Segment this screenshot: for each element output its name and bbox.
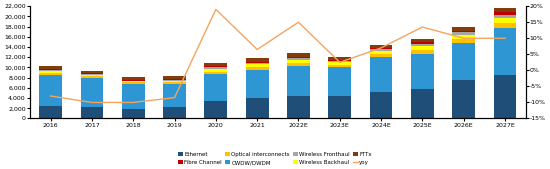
- Bar: [122, 80, 145, 81]
- Bar: [370, 54, 393, 57]
- Bar: [163, 82, 186, 84]
- Bar: [494, 15, 516, 18]
- Bar: [80, 78, 103, 107]
- Bar: [163, 76, 186, 79]
- Bar: [246, 62, 268, 63]
- Bar: [328, 67, 351, 95]
- Bar: [163, 79, 186, 80]
- Bar: [494, 12, 516, 15]
- Bar: [246, 98, 268, 118]
- Bar: [122, 77, 145, 80]
- Bar: [452, 34, 475, 39]
- Bar: [411, 46, 434, 50]
- Bar: [80, 75, 103, 76]
- Bar: [39, 106, 62, 118]
- Bar: [494, 18, 516, 23]
- Bar: [411, 42, 434, 44]
- Bar: [370, 57, 393, 92]
- Bar: [163, 107, 186, 118]
- Bar: [287, 66, 310, 95]
- Bar: [39, 73, 62, 75]
- Bar: [370, 49, 393, 51]
- Bar: [287, 95, 310, 118]
- Bar: [328, 95, 351, 118]
- Bar: [246, 58, 268, 62]
- Bar: [80, 73, 103, 74]
- Bar: [122, 109, 145, 118]
- Bar: [411, 39, 434, 42]
- Bar: [287, 58, 310, 59]
- Bar: [370, 92, 393, 118]
- Bar: [80, 70, 103, 73]
- Bar: [452, 32, 475, 34]
- Bar: [205, 67, 227, 69]
- Bar: [452, 80, 475, 118]
- Bar: [328, 57, 351, 60]
- Bar: [494, 23, 516, 28]
- Bar: [205, 101, 227, 118]
- Bar: [411, 89, 434, 118]
- Bar: [205, 69, 227, 71]
- Bar: [452, 27, 475, 31]
- Bar: [452, 39, 475, 43]
- Bar: [246, 70, 268, 98]
- Bar: [122, 82, 145, 84]
- Bar: [370, 48, 393, 49]
- Bar: [494, 28, 516, 75]
- Bar: [122, 81, 145, 82]
- Bar: [246, 63, 268, 64]
- Bar: [328, 61, 351, 62]
- Bar: [80, 74, 103, 75]
- Bar: [122, 84, 145, 109]
- Bar: [163, 84, 186, 107]
- Bar: [205, 71, 227, 74]
- Bar: [494, 75, 516, 118]
- Bar: [246, 64, 268, 67]
- Bar: [411, 50, 434, 54]
- Bar: [328, 65, 351, 67]
- Bar: [370, 45, 393, 48]
- Bar: [287, 57, 310, 58]
- Bar: [39, 71, 62, 73]
- Bar: [328, 60, 351, 61]
- Bar: [80, 107, 103, 118]
- Bar: [246, 67, 268, 70]
- Bar: [163, 81, 186, 82]
- Bar: [80, 76, 103, 78]
- Bar: [287, 63, 310, 66]
- Bar: [205, 66, 227, 67]
- Bar: [411, 44, 434, 46]
- Bar: [411, 54, 434, 89]
- Bar: [39, 69, 62, 70]
- Bar: [205, 74, 227, 101]
- Bar: [452, 31, 475, 32]
- Bar: [287, 53, 310, 57]
- Legend: Ethernet, Fibre Channel, Optical interconnects, CWDW/DWDM, Wireless Fronthaul, W: Ethernet, Fibre Channel, Optical interco…: [177, 151, 373, 166]
- Bar: [328, 62, 351, 65]
- Bar: [39, 75, 62, 106]
- Bar: [39, 66, 62, 69]
- Bar: [494, 8, 516, 12]
- Bar: [205, 63, 227, 66]
- Bar: [39, 70, 62, 71]
- Bar: [370, 51, 393, 54]
- Bar: [452, 43, 475, 80]
- Bar: [287, 59, 310, 63]
- Bar: [163, 80, 186, 81]
